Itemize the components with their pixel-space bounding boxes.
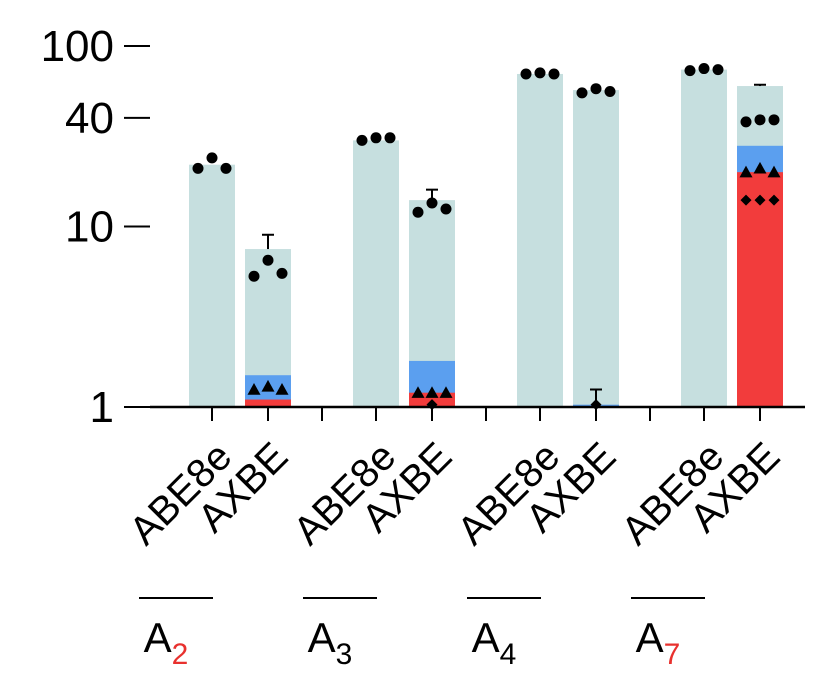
group-2-bar-2-circle-1 [412,206,424,218]
group-1-bar-2-triangle-2 [261,379,275,392]
group-4-bar-2-circle-3 [768,114,780,126]
group-2-bar-1-circle-2 [370,132,382,144]
y-tick-label-40: 40 [65,94,114,143]
group-3-bar-1-circle-1 [520,68,532,80]
group-1-bar-2-circle-2 [262,254,274,266]
group-2-label-sub: 3 [336,638,353,671]
group-1-bar-1-circle-1 [192,162,204,174]
group-1-bar-2-triangle-1 [247,383,261,395]
group-3-bar-2-circle-3 [604,85,616,97]
group-1-bar-1-circle-2 [206,152,218,164]
group-1-bar-2-red [245,399,291,407]
group-3-bar-1-circle-3 [548,68,560,80]
group-4-bar-2-circle-1 [740,116,752,128]
group-2-bar-2-triangle-2 [425,386,439,398]
group-1-label-main: A [144,614,172,661]
group-2-bar-2-circle-2 [426,197,438,209]
group-4-bar-2-diamond-3 [768,194,780,206]
group-4-bar-1-circle-2 [698,63,710,75]
chart-axes: 1 10 40 100 [41,22,805,432]
group-3-label: A4 [472,614,517,671]
chart-marks [189,63,783,411]
group-3-label-main: A [472,614,500,661]
group-4-bar-1-circle-1 [684,65,696,77]
group-3-bar-2-total [573,90,619,408]
group-1-label-sub: 2 [172,638,189,671]
group-2-bar-2-triangle-3 [439,386,453,398]
group-2-label-main: A [308,614,336,661]
group-2-label: A3 [308,614,353,671]
group-4-bar-2-red [737,172,783,407]
y-tick-label-10: 10 [65,203,114,252]
group-4-bar-1-total [681,69,727,408]
y-tick-label-100: 100 [41,22,114,71]
chart-labels: ABE8eAXBEA2ABE8eAXBEA3ABE8eAXBEA4ABE8eAX… [121,434,788,671]
group-1-bar-1-total [189,164,235,407]
group-4-label-sub: 7 [664,638,681,671]
group-1-label: A2 [144,614,189,671]
group-2-bar-2-triangle-1 [411,386,425,398]
group-3-bar-2-circle-1 [576,87,588,99]
group-3-bar-1-circle-2 [534,67,546,79]
group-3-bar-1-total [517,73,563,407]
group-2-bar-1-circle-1 [356,134,368,146]
group-1-bar-2-circle-1 [248,270,260,282]
group-4-bar-2-circle-2 [754,114,766,126]
y-tick-label-1: 1 [90,383,114,432]
group-2-bar-1-total [353,140,399,407]
group-4-label-main: A [636,614,664,661]
group-3-bar-2-circle-2 [590,83,602,95]
group-4-bar-2-diamond-1 [740,194,752,206]
group-1-bar-2-circle-3 [276,267,288,279]
group-4-bar-2-triangle-2 [753,161,767,174]
group-3-label-sub: 4 [500,638,517,671]
group-4-bar-2-triangle-1 [739,165,753,178]
group-2-bar-2-circle-3 [440,203,452,215]
group-4-bar-2-triangle-3 [767,165,781,178]
group-2-bar-1-circle-3 [384,132,396,144]
group-4-bar-1-circle-3 [712,64,724,76]
group-4-label: A7 [636,614,681,671]
group-1-bar-2-triangle-3 [275,383,289,395]
group-1-bar-1-circle-3 [220,162,232,174]
group-4-bar-2-diamond-2 [754,194,766,206]
